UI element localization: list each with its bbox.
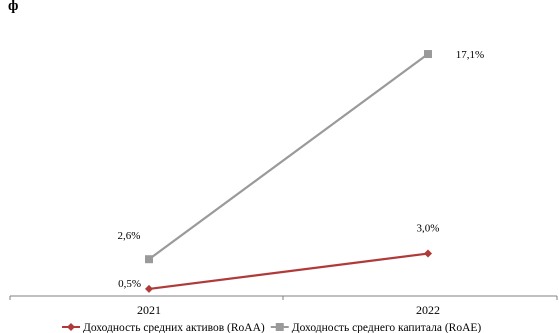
series-layer: 0,5% 3,0% 2,6% 17,1%	[118, 49, 484, 293]
data-point-2-1	[145, 255, 153, 264]
legend-entry-2: Доходность среднего капитала (RoAE)	[292, 322, 482, 333]
legend-marker-2	[275, 323, 284, 331]
data-label-1-1: 0,5%	[118, 278, 141, 290]
data-point-1-1	[145, 284, 153, 293]
data-point-1-2	[424, 249, 432, 258]
x-tick-labels: 2021 2022	[137, 303, 440, 317]
series-line-2	[148, 53, 429, 261]
series-line-1	[148, 252, 429, 291]
x-tick-label: 2021	[137, 303, 161, 317]
data-label-2-1: 2,6%	[118, 230, 141, 242]
data-label-2-2: 17,1%	[456, 49, 484, 61]
legend: Доходность средних активов (RoAA) Доходно…	[62, 322, 481, 333]
data-label-1-2: 3,0%	[417, 223, 440, 235]
data-point-2-2	[424, 50, 432, 59]
x-tick-label: 2022	[416, 303, 440, 317]
legend-entry-1: Доходность средних активов (RoAA)	[83, 322, 265, 333]
chart-title-fragment: ф	[8, 0, 18, 14]
legend-marker-1	[67, 323, 75, 331]
